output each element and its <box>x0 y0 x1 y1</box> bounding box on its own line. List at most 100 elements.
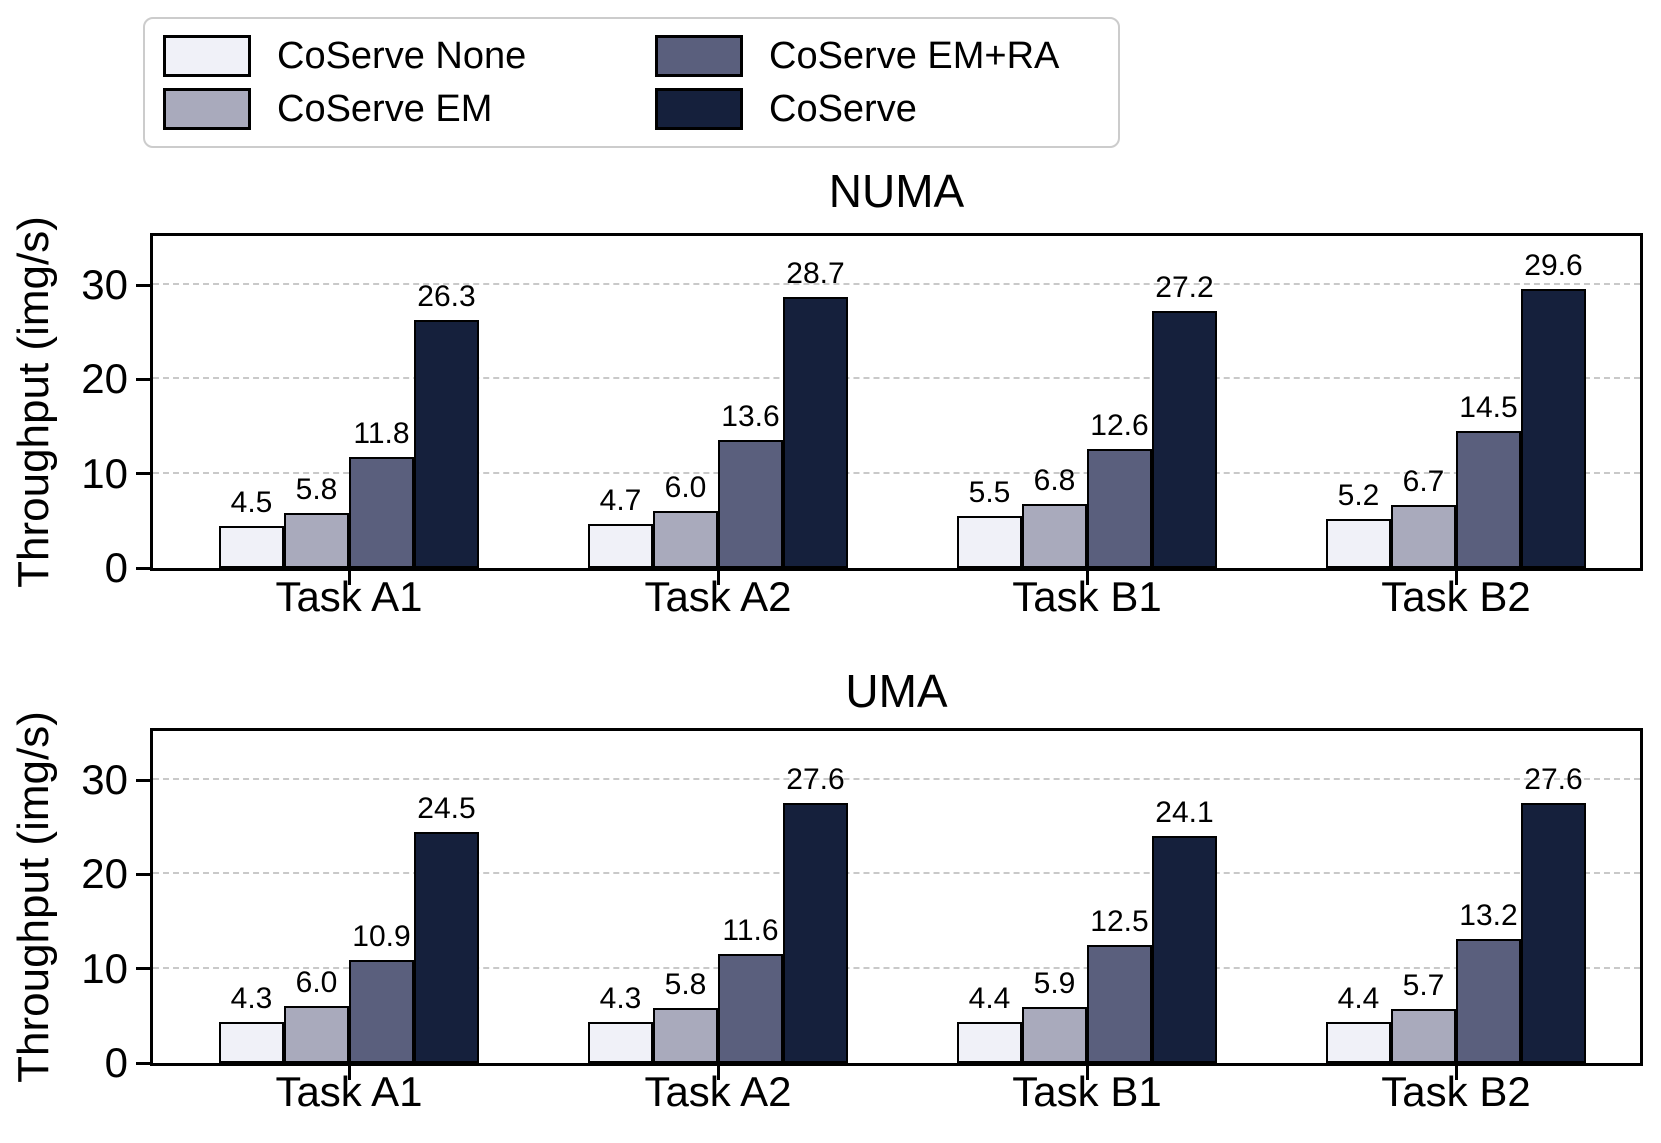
chart-title: NUMA <box>828 165 965 217</box>
x-tick-label: Task A2 <box>644 1068 792 1115</box>
bar-value-label: 6.0 <box>295 966 338 1000</box>
legend-swatch <box>163 34 251 77</box>
bar-value-label: 4.4 <box>968 981 1011 1015</box>
legend-swatch <box>655 34 743 77</box>
y-tick-label: 30 <box>81 261 128 309</box>
bar-coserve-none <box>957 1021 1022 1063</box>
bar-value-label: 6.0 <box>664 471 707 505</box>
bar-coserve-em-ra <box>349 960 414 1063</box>
bar-value-label: 29.6 <box>1524 248 1583 282</box>
bar-coserve-em <box>653 1008 718 1063</box>
bar-value-label: 4.3 <box>599 982 642 1016</box>
y-tick-mark <box>136 872 150 876</box>
bar-coserve-none <box>1326 1021 1391 1063</box>
bar-value-label: 28.7 <box>786 257 845 291</box>
y-tick-mark <box>136 472 150 476</box>
bar-coserve <box>1521 288 1586 568</box>
bar-value-label: 5.5 <box>968 476 1011 510</box>
bar-value-label: 12.6 <box>1090 409 1149 443</box>
bar-coserve-none <box>219 525 284 568</box>
bar-coserve-em-ra <box>718 439 783 568</box>
bar-value-label: 27.2 <box>1155 271 1214 305</box>
bar-coserve-em <box>1391 504 1456 568</box>
y-tick-label: 0 <box>104 544 128 591</box>
legend-item: CoServe None <box>163 34 655 77</box>
bar-value-label: 6.7 <box>1402 464 1445 498</box>
bar-coserve <box>414 319 479 568</box>
x-tick-mark <box>347 1066 351 1080</box>
y-tick-label: 30 <box>81 756 128 804</box>
bar-coserve <box>1521 802 1586 1063</box>
bar-value-label: 13.2 <box>1459 898 1518 932</box>
x-tick-label: Task A1 <box>275 1068 423 1115</box>
y-tick-label: 20 <box>81 850 128 898</box>
bar-value-label: 11.8 <box>353 416 410 450</box>
bar-coserve-em <box>1391 1009 1456 1063</box>
gridline <box>153 872 1640 875</box>
y-tick-mark <box>136 1061 150 1065</box>
legend-label: CoServe None <box>277 34 527 77</box>
x-tick-label: Task B1 <box>1012 573 1162 620</box>
x-tick-mark <box>1454 571 1458 585</box>
bar-value-label: 5.7 <box>1402 969 1445 1003</box>
y-tick-label: 0 <box>104 1039 128 1086</box>
bar-value-label: 24.5 <box>417 791 476 825</box>
bar-coserve-none <box>957 516 1022 568</box>
bar-coserve-em <box>1022 1007 1087 1063</box>
x-tick-mark <box>1454 1066 1458 1080</box>
bar-value-label: 27.6 <box>786 762 845 796</box>
bar-coserve <box>1152 311 1217 568</box>
y-tick-label: 10 <box>81 449 128 497</box>
bar-coserve-em <box>1022 503 1087 568</box>
legend: CoServe None CoServe EM+RA CoServe EM CoSer… <box>143 17 1120 148</box>
bar-value-label: 4.5 <box>230 485 273 519</box>
bar-coserve-em-ra <box>718 953 783 1063</box>
x-tick-mark <box>347 571 351 585</box>
y-tick-mark <box>136 778 150 782</box>
bar-coserve-none <box>588 523 653 568</box>
bar-coserve-em <box>284 513 349 568</box>
legend-swatch <box>655 88 743 131</box>
x-tick-label: Task A2 <box>644 573 792 620</box>
plot-area: 4.5 5.8 11.8 26.3 4.7 6.0 13.6 28.7 5.5 6.8 12.6 27… <box>150 233 1643 571</box>
legend-label: CoServe <box>769 88 917 131</box>
x-tick-mark <box>716 571 720 585</box>
gridline <box>153 471 1640 474</box>
bar-value-label: 5.9 <box>1033 967 1076 1001</box>
bar-value-label: 24.1 <box>1155 795 1214 829</box>
bar-coserve-em-ra <box>1087 449 1152 568</box>
bar-value-label: 26.3 <box>417 279 476 313</box>
bar-value-label: 4.4 <box>1337 981 1380 1015</box>
bar-coserve <box>783 297 848 568</box>
y-tick-mark <box>136 566 150 570</box>
legend-label: CoServe EM <box>277 88 493 131</box>
y-tick-mark <box>136 283 150 287</box>
bar-coserve <box>1152 835 1217 1063</box>
legend-item: CoServe EM <box>163 88 655 131</box>
bar-coserve-em-ra <box>1456 431 1521 568</box>
y-tick-label: 10 <box>81 944 128 992</box>
plot-area: 4.3 6.0 10.9 24.5 4.3 5.8 11.6 27.6 4.4 5.9 12.5 24… <box>150 728 1643 1066</box>
bar-value-label: 12.5 <box>1090 905 1149 939</box>
bar-coserve-em-ra <box>349 456 414 568</box>
bar-value-label: 6.8 <box>1033 463 1076 497</box>
bar-value-label: 5.8 <box>295 473 338 507</box>
bar-coserve-none <box>588 1022 653 1063</box>
y-tick-label: 20 <box>81 355 128 403</box>
y-tick-mark <box>136 377 150 381</box>
bar-value-label: 11.6 <box>722 913 779 947</box>
bar-value-label: 13.6 <box>721 399 780 433</box>
bar-coserve-em <box>284 1006 349 1063</box>
legend-label: CoServe EM+RA <box>769 34 1060 77</box>
gridline <box>153 778 1640 781</box>
legend-item: CoServe EM+RA <box>655 34 1100 77</box>
bar-coserve-em-ra <box>1456 938 1521 1063</box>
legend-item: CoServe <box>655 88 1100 131</box>
bar-value-label: 4.7 <box>599 483 642 517</box>
y-tick-mark <box>136 967 150 971</box>
x-tick-label: Task B2 <box>1381 573 1531 620</box>
bar-coserve <box>414 831 479 1063</box>
x-tick-mark <box>1085 571 1089 585</box>
bar-coserve-none <box>1326 518 1391 568</box>
